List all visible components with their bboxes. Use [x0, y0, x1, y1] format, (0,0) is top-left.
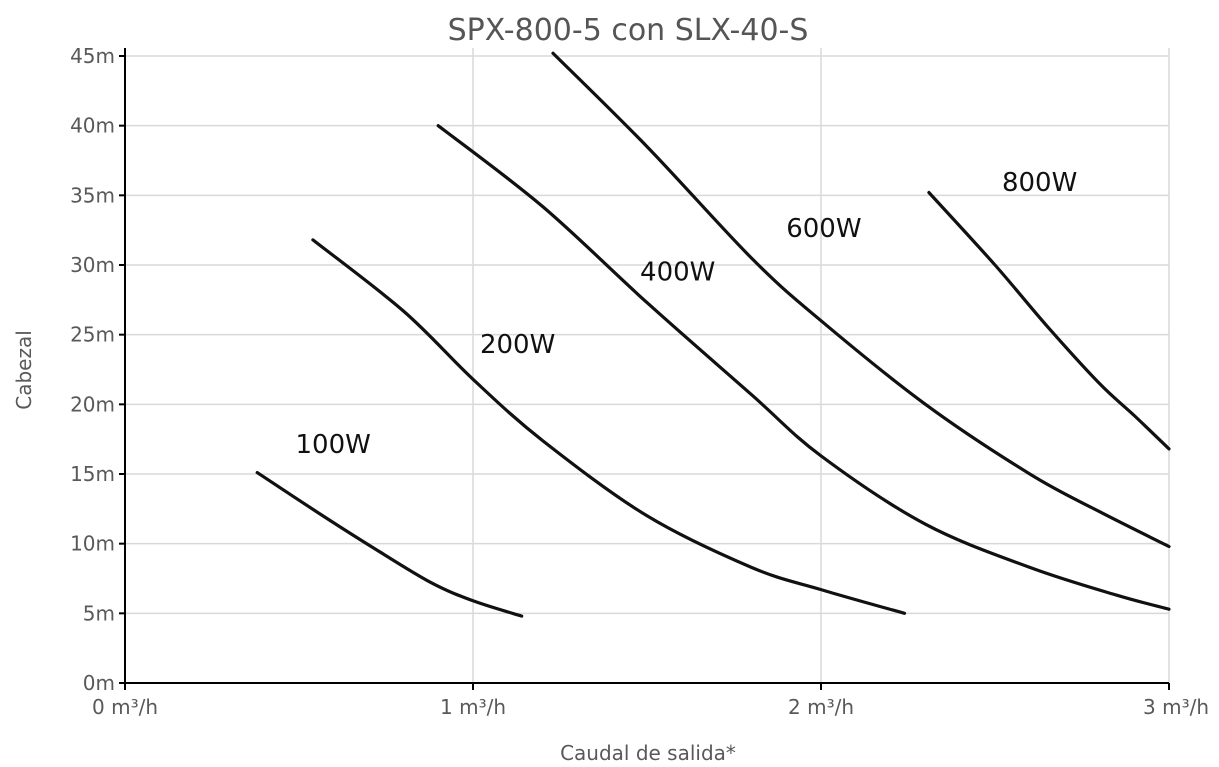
series-label-400w: 400W	[640, 257, 715, 287]
series-label-800w: 800W	[1002, 168, 1077, 198]
series-label-200w: 200W	[480, 330, 555, 360]
grid-layer	[125, 48, 1170, 683]
series-label-layer: 100W 200W 400W 600W 800W	[296, 168, 1078, 460]
series-label-100w: 100W	[296, 430, 371, 460]
x-tick-label-1: 1 m³/h	[440, 695, 506, 719]
y-tick-label-3: 15m	[70, 462, 115, 486]
x-tick-label-3: 3 m³/h	[1143, 695, 1209, 719]
series-line-200w	[311, 238, 907, 615]
y-tick-label-8: 40m	[70, 114, 115, 138]
tick-layer: 0m 5m 10m 15m 20m 25m 30m 35m 40m 45m 0 m³/h 1 m³/h…	[70, 44, 1209, 719]
series-line-100w	[255, 471, 524, 618]
series-line-800w	[927, 190, 1171, 451]
x-tick-label-0: 0 m³/h	[92, 695, 158, 719]
curve-layer	[255, 51, 1171, 618]
series-line-400w	[436, 124, 1171, 611]
y-axis-label: Cabezal	[12, 330, 36, 410]
y-tick-label-0: 0m	[83, 671, 115, 695]
y-tick-label-1: 5m	[83, 601, 115, 625]
x-tick-label-2: 2 m³/h	[788, 695, 854, 719]
series-line-600w	[551, 51, 1171, 549]
y-tick-label-7: 35m	[70, 183, 115, 207]
y-tick-label-2: 10m	[70, 532, 115, 556]
y-tick-label-9: 45m	[70, 44, 115, 68]
y-tick-label-4: 20m	[70, 392, 115, 416]
y-tick-label-6: 30m	[70, 253, 115, 277]
x-axis-label: Caudal de salida*	[560, 741, 736, 765]
chart-title: SPX-800-5 con SLX-40-S	[448, 13, 809, 48]
axis-layer	[124, 48, 1169, 684]
y-tick-label-5: 25m	[70, 323, 115, 347]
series-label-600w: 600W	[786, 214, 861, 244]
